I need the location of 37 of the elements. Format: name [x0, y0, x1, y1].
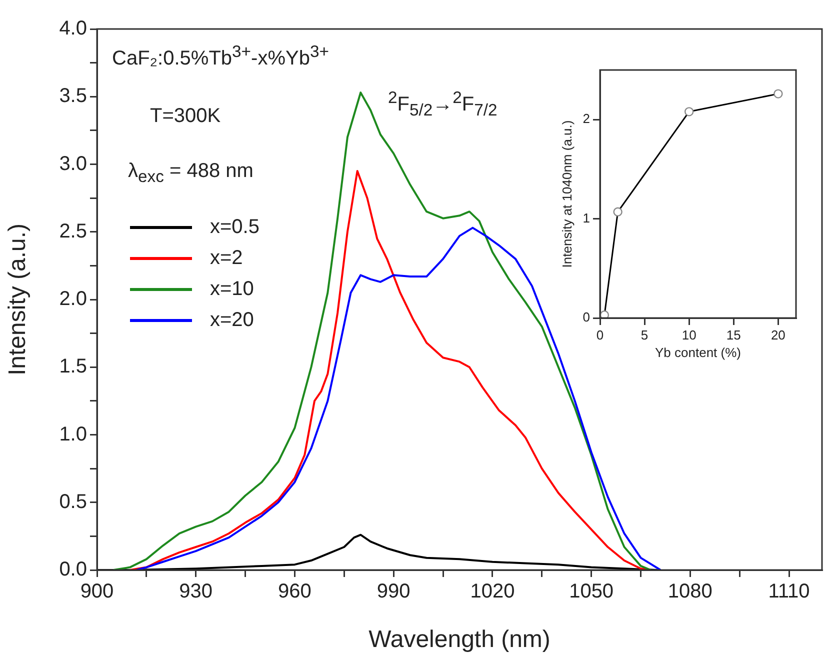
y-tick-label: 1	[582, 210, 590, 226]
y-tick-label: 0.0	[59, 558, 87, 581]
x-axis-title: Yb content (%)	[655, 344, 741, 360]
y-tick-label: 0	[582, 310, 590, 325]
x-tick-label: 15	[726, 327, 741, 342]
y-tick-label: 0.5	[59, 490, 87, 513]
legend-label: x=0.5	[210, 216, 260, 239]
y-tick-label: 2	[582, 111, 590, 126]
y-tick-label: 2.5	[59, 220, 87, 242]
x-tick-label: 930	[179, 580, 213, 603]
y-axis-title: Intensity at 1040nm (a.u.)	[559, 120, 574, 268]
x-tick-label: 0	[596, 327, 604, 342]
x-tick-label: 1080	[668, 580, 712, 603]
x-tick-label: 1110	[768, 580, 810, 603]
legend-label: x=10	[210, 278, 254, 301]
x-tick-label: 1050	[569, 580, 614, 603]
y-tick-label: 3.0	[59, 152, 87, 175]
y-axis-title: Intensity (a.u.)	[4, 223, 32, 376]
legend-label: x=2	[210, 247, 243, 270]
annotation: $^{2}$F$_{5/2}$→$^{2}$F$_{7/2}$	[388, 88, 498, 121]
y-tick-label: 3.5	[59, 85, 87, 108]
y-tick-label: 2.0	[59, 288, 87, 310]
x-tick-label: 960	[278, 580, 312, 603]
annotation: CaF₂:0.5%Tb$^{3+}$-x%Yb$^{3+}$	[112, 42, 329, 71]
x-tick-label: 20	[770, 327, 786, 342]
annotation: λ$_{exc}$ = 488 nm	[128, 160, 254, 187]
x-axis-title: Wavelength (nm)	[368, 626, 550, 654]
x-tick-label: 990	[376, 580, 410, 603]
y-tick-label: 1.0	[59, 423, 87, 446]
x-tick-label: 900	[80, 580, 114, 603]
x-tick-label: 1020	[470, 580, 515, 603]
annotation: T=300K	[150, 105, 221, 128]
y-tick-label: 4.0	[59, 18, 87, 40]
legend-label: x=20	[210, 309, 254, 332]
x-tick-label: 5	[640, 327, 648, 342]
x-tick-label: 10	[682, 327, 696, 342]
y-tick-label: 1.5	[59, 356, 87, 378]
